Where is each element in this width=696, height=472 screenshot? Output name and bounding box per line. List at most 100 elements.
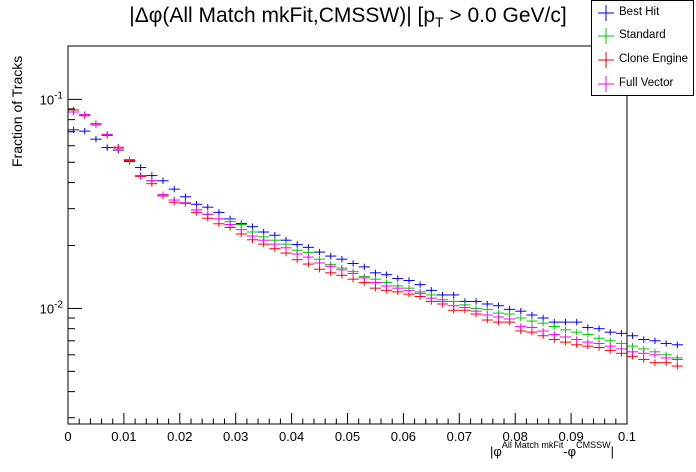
data-point [649,351,661,359]
series-full-vector [68,108,683,363]
data-point [638,356,650,363]
x-tick-label: 0.04 [279,429,304,444]
data-point [526,317,538,325]
data-point [90,135,102,143]
legend-marker-best-hit [598,5,614,21]
data-point [582,324,594,331]
data-point [492,313,505,321]
data-point [526,311,538,319]
data-point [671,341,683,348]
series-layer [68,106,683,370]
data-point [448,302,460,309]
data-point [504,315,516,323]
data-point [604,328,616,336]
data-point [179,193,191,200]
data-point [179,199,191,207]
data-point [135,164,147,171]
data-point [358,263,370,271]
data-point [213,209,225,216]
data-point [582,338,594,346]
data-point [649,359,661,366]
data-point [627,332,639,339]
data-point [414,290,426,297]
data-point [615,330,627,337]
data-point [403,287,415,294]
data-point [112,144,124,151]
data-point [157,191,169,198]
data-point [101,131,113,138]
axis-layer: 0 0.01 0.02 0.03 0.04 0.05 0.06 0.07 0.08 0.09 0.1… [40,45,636,444]
x-tick-label: 0.07 [447,429,472,444]
x-axis-label: |φAll Match mkFit-φCMSSW| [490,440,614,459]
data-point [638,336,650,343]
data-point [615,345,627,353]
data-point [537,319,549,327]
data-point [246,232,259,240]
data-point [313,259,326,267]
data-point [671,356,683,363]
data-point [448,291,460,299]
data-point [649,337,661,345]
data-point [202,203,214,211]
data-point [213,215,225,223]
data-point [627,348,639,356]
data-point [492,302,505,309]
data-point [302,253,314,261]
data-point [515,314,527,322]
legend-entry-clone-engine: Clone Engine [592,49,693,71]
data-point [660,354,672,362]
data-point [515,307,527,315]
data-point [235,226,247,233]
data-point [593,325,605,332]
data-point [582,331,594,338]
data-point [291,241,303,248]
data-point [481,300,493,308]
x-tick-label: 0.1 [618,429,636,444]
legend-entry-best-hit: Best Hit [592,2,693,24]
data-point [369,279,382,286]
data-point [269,240,281,248]
y-axis-label: Fraction of Tracks [9,55,25,167]
data-point [347,260,359,267]
data-point [68,108,80,116]
y-tick-label: 10-2 [40,299,64,316]
series-best-hit [68,126,683,348]
data-point [436,298,449,305]
data-point [548,323,560,330]
data-point [593,340,605,347]
data-point [459,304,471,311]
data-point [369,269,382,277]
data-point [146,177,158,184]
data-point [168,185,180,193]
data-point [414,281,426,288]
data-point [336,266,348,274]
x-tick-label: 0.01 [111,429,136,444]
data-point [280,244,292,251]
data-point [638,350,650,357]
legend: Best Hit Standard Clone Engine Full Vect… [591,0,694,96]
series-clone-engine [68,106,683,370]
plot-frame [67,45,628,425]
data-point [336,272,348,279]
data-point [392,284,404,292]
data-point [168,196,180,204]
legend-label: Best Hit [619,6,660,18]
data-point [101,144,113,151]
data-point [135,172,147,179]
data-point [190,206,203,214]
legend-label: Standard [619,29,666,41]
data-point [671,362,683,370]
data-point [470,307,482,315]
x-tick-label: 0.05 [335,429,360,444]
data-point [615,340,627,347]
y-tick-label: 10-1 [40,90,64,107]
data-point [470,298,482,305]
data-point [224,221,236,228]
x-tick-label: 0.03 [223,429,248,444]
data-point [325,269,337,277]
legend-marker-standard [598,28,614,44]
x-tick-label: 0.08 [503,429,528,444]
data-point [660,340,672,347]
legend-entry-full-vector: Full Vector [592,73,693,95]
